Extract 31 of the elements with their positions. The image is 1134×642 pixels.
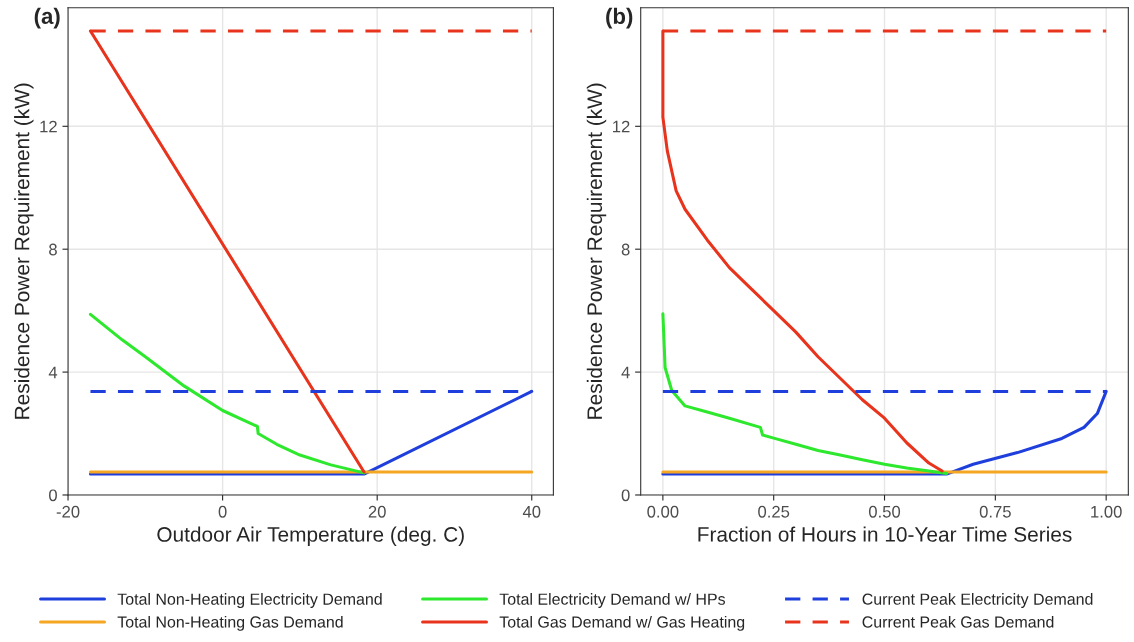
line-series (661, 312, 949, 476)
y-tick-label: 0 (621, 489, 630, 502)
x-tick-label: 1.00 (1091, 505, 1122, 518)
legend-label: Total Electricity Demand w/ HPs (499, 593, 726, 608)
x-tick-label: 0 (218, 505, 227, 518)
x-tick-label: 20 (368, 505, 386, 518)
chart-title: (b) (606, 7, 633, 29)
y-axis-title: Residence Power Requirement (kW) (586, 83, 607, 419)
x-tick-label: 0.25 (758, 505, 790, 518)
legend-label: Total Gas Demand w/ Gas Heating (499, 615, 745, 631)
y-tick-label: 4 (621, 366, 630, 379)
x-tick-label: 40 (522, 505, 541, 518)
legend-label: Total Non-Heating Gas Demand (117, 615, 343, 631)
y-axis-title: Residence Power Requirement (kW) (14, 83, 34, 419)
x-tick-label: 0.00 (647, 505, 679, 518)
y-tick-label: 12 (613, 120, 630, 133)
legend-label: Current Peak Gas Demand (862, 615, 1054, 628)
legend-label: Total Non-Heating Electricity Demand (117, 593, 382, 608)
line-series (88, 312, 366, 475)
y-tick-label: 12 (40, 120, 57, 133)
y-tick-label: 0 (49, 489, 57, 502)
y-tick-label: 8 (49, 243, 57, 256)
y-tick-label: 8 (621, 243, 630, 256)
legend-label: Current Peak Electricity Demand (862, 593, 1093, 608)
x-axis-title: Outdoor Air Temperature (deg. C) (157, 526, 464, 546)
x-tick-label: 0.75 (979, 505, 1011, 518)
y-tick-label: 4 (48, 366, 58, 379)
x-tick-label: -20 (56, 505, 80, 518)
x-tick-label: 0.50 (868, 505, 901, 518)
x-axis-title: Fraction of Hours in 10-Year Time Series (698, 526, 1072, 542)
chart-title: (a) (34, 7, 60, 29)
